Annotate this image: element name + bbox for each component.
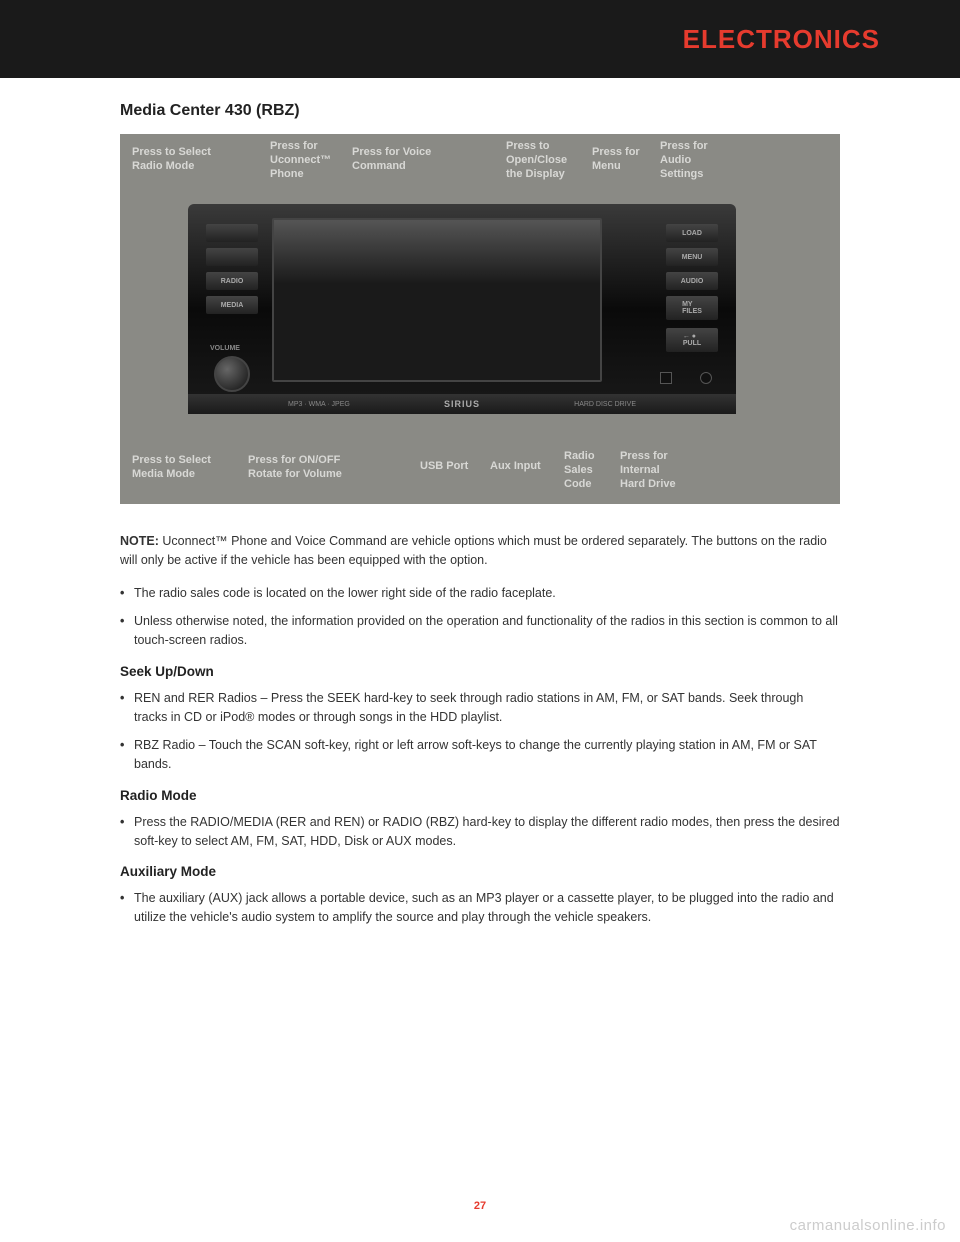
diagram-callout: Radio Sales Code bbox=[564, 450, 595, 491]
banner-title: ELECTRONICS bbox=[683, 24, 880, 55]
section-heading: Media Center 430 (RBZ) bbox=[120, 102, 840, 120]
note-label: NOTE: bbox=[120, 534, 159, 548]
list-item: REN and RER Radios – Press the SEEK hard… bbox=[120, 689, 840, 727]
radio-left-button: RADIO bbox=[206, 272, 258, 290]
note-bullet-list: The radio sales code is located on the l… bbox=[120, 584, 840, 650]
diagram-callout: Press for Voice Command bbox=[352, 146, 431, 174]
sub-heading: Radio Mode bbox=[120, 788, 840, 803]
diagram-callout: USB Port bbox=[420, 460, 468, 474]
radio-right-button: AUDIO bbox=[666, 272, 718, 290]
note-block: NOTE: Uconnect™ Phone and Voice Command … bbox=[120, 532, 840, 570]
aux-port-icon bbox=[700, 372, 712, 384]
page-number: 27 bbox=[0, 1200, 960, 1212]
diagram-callout: Press for Internal Hard Drive bbox=[620, 450, 676, 491]
diagram-callout: Press for Menu bbox=[592, 146, 640, 174]
format-label: MP3 · WMA · JPEG bbox=[288, 401, 350, 408]
volume-label: VOLUME bbox=[210, 345, 240, 352]
document-page: ELECTRONICS Media Center 430 (RBZ) Press… bbox=[0, 0, 960, 1242]
page-banner: ELECTRONICS bbox=[0, 0, 960, 78]
radio-left-button bbox=[206, 224, 258, 242]
diagram-callout: Press for Uconnect™ Phone bbox=[270, 140, 331, 181]
hdd-label: HARD DISC DRIVE bbox=[574, 401, 636, 408]
page-content: Media Center 430 (RBZ) Press to Select R… bbox=[0, 78, 960, 927]
list-item: The radio sales code is located on the l… bbox=[120, 584, 840, 603]
radio-right-button: ← ● PULL bbox=[666, 328, 718, 352]
radio-unit: RADIO MEDIA LOAD MENU AUDIO MY FILES ← ● PULL… bbox=[188, 204, 736, 414]
list-item: RBZ Radio – Touch the SCAN soft-key, rig… bbox=[120, 736, 840, 774]
radio-screen bbox=[272, 218, 602, 382]
sirius-logo: SIRIUS bbox=[444, 399, 480, 409]
diagram-callout: Aux Input bbox=[490, 460, 541, 474]
radio-left-button bbox=[206, 248, 258, 266]
radio-bottom-bar: MP3 · WMA · JPEG SIRIUS HARD DISC DRIVE bbox=[188, 394, 736, 414]
watermark: carmanualsonline.info bbox=[790, 1217, 946, 1234]
radio-right-button: LOAD bbox=[666, 224, 718, 242]
note-text: Uconnect™ Phone and Voice Command are ve… bbox=[120, 534, 827, 567]
radio-right-button: MENU bbox=[666, 248, 718, 266]
diagram-callout: Press for ON/OFF Rotate for Volume bbox=[248, 454, 342, 482]
diagram-callout: Press to Open/Close the Display bbox=[506, 140, 567, 181]
diagram-callout: Press to Select Media Mode bbox=[132, 454, 211, 482]
bullet-list: The auxiliary (AUX) jack allows a portab… bbox=[120, 889, 840, 927]
radio-diagram: Press to Select Radio Mode Press for Ucon… bbox=[120, 134, 840, 504]
sub-heading: Auxiliary Mode bbox=[120, 864, 840, 879]
sub-heading: Seek Up/Down bbox=[120, 664, 840, 679]
bullet-list: Press the RADIO/MEDIA (RER and REN) or R… bbox=[120, 813, 840, 851]
usb-port-icon bbox=[660, 372, 672, 384]
list-item: The auxiliary (AUX) jack allows a portab… bbox=[120, 889, 840, 927]
list-item: Unless otherwise noted, the information … bbox=[120, 612, 840, 650]
radio-left-button: MEDIA bbox=[206, 296, 258, 314]
diagram-callout: Press to Select Radio Mode bbox=[132, 146, 211, 174]
volume-knob bbox=[214, 356, 250, 392]
bullet-list: REN and RER Radios – Press the SEEK hard… bbox=[120, 689, 840, 774]
list-item: Press the RADIO/MEDIA (RER and REN) or R… bbox=[120, 813, 840, 851]
radio-right-button: MY FILES bbox=[666, 296, 718, 320]
diagram-callout: Press for Audio Settings bbox=[660, 140, 708, 181]
